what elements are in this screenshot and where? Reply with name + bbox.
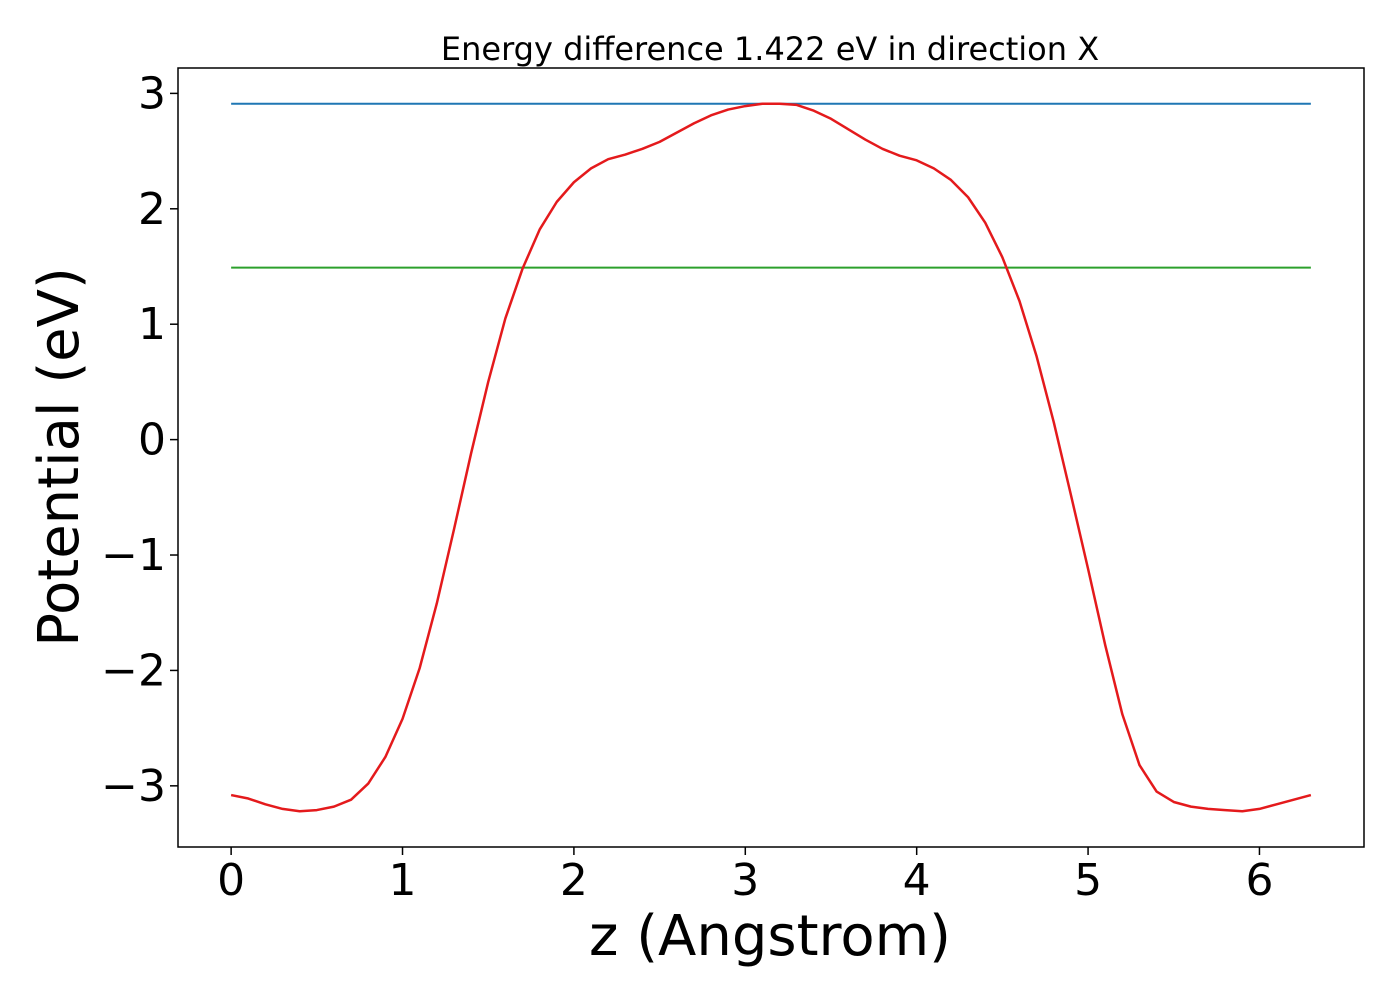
x-tick-label: 1 [389, 855, 417, 906]
x-axis-label: z (Angstrom) [589, 904, 951, 969]
y-axis-label: Potential (eV) [27, 267, 92, 647]
y-tick-label: 0 [138, 415, 166, 466]
y-tick-label: −2 [101, 645, 166, 696]
series-line-3 [230, 102, 1312, 813]
x-tick-label: 3 [731, 855, 759, 906]
y-tick-label: −3 [101, 761, 166, 812]
x-axis-ticks: 0 1 2 3 4 5 6 [217, 847, 1273, 906]
chart-title: Energy difference 1.422 eV in direction … [441, 30, 1099, 68]
x-tick-label: 6 [1245, 855, 1273, 906]
plot-lines [230, 102, 1312, 813]
x-tick-label: 0 [217, 855, 245, 906]
y-tick-label: 2 [138, 184, 166, 235]
y-tick-label: 1 [138, 299, 166, 350]
y-axis-ticks: −3 −2 −1 0 1 2 3 [101, 68, 178, 812]
y-tick-label: 3 [138, 68, 166, 119]
x-tick-label: 5 [1074, 855, 1102, 906]
y-tick-label: −1 [101, 530, 166, 581]
x-tick-label: 4 [903, 855, 931, 906]
plot-frame [177, 67, 1365, 848]
x-tick-label: 2 [560, 855, 588, 906]
